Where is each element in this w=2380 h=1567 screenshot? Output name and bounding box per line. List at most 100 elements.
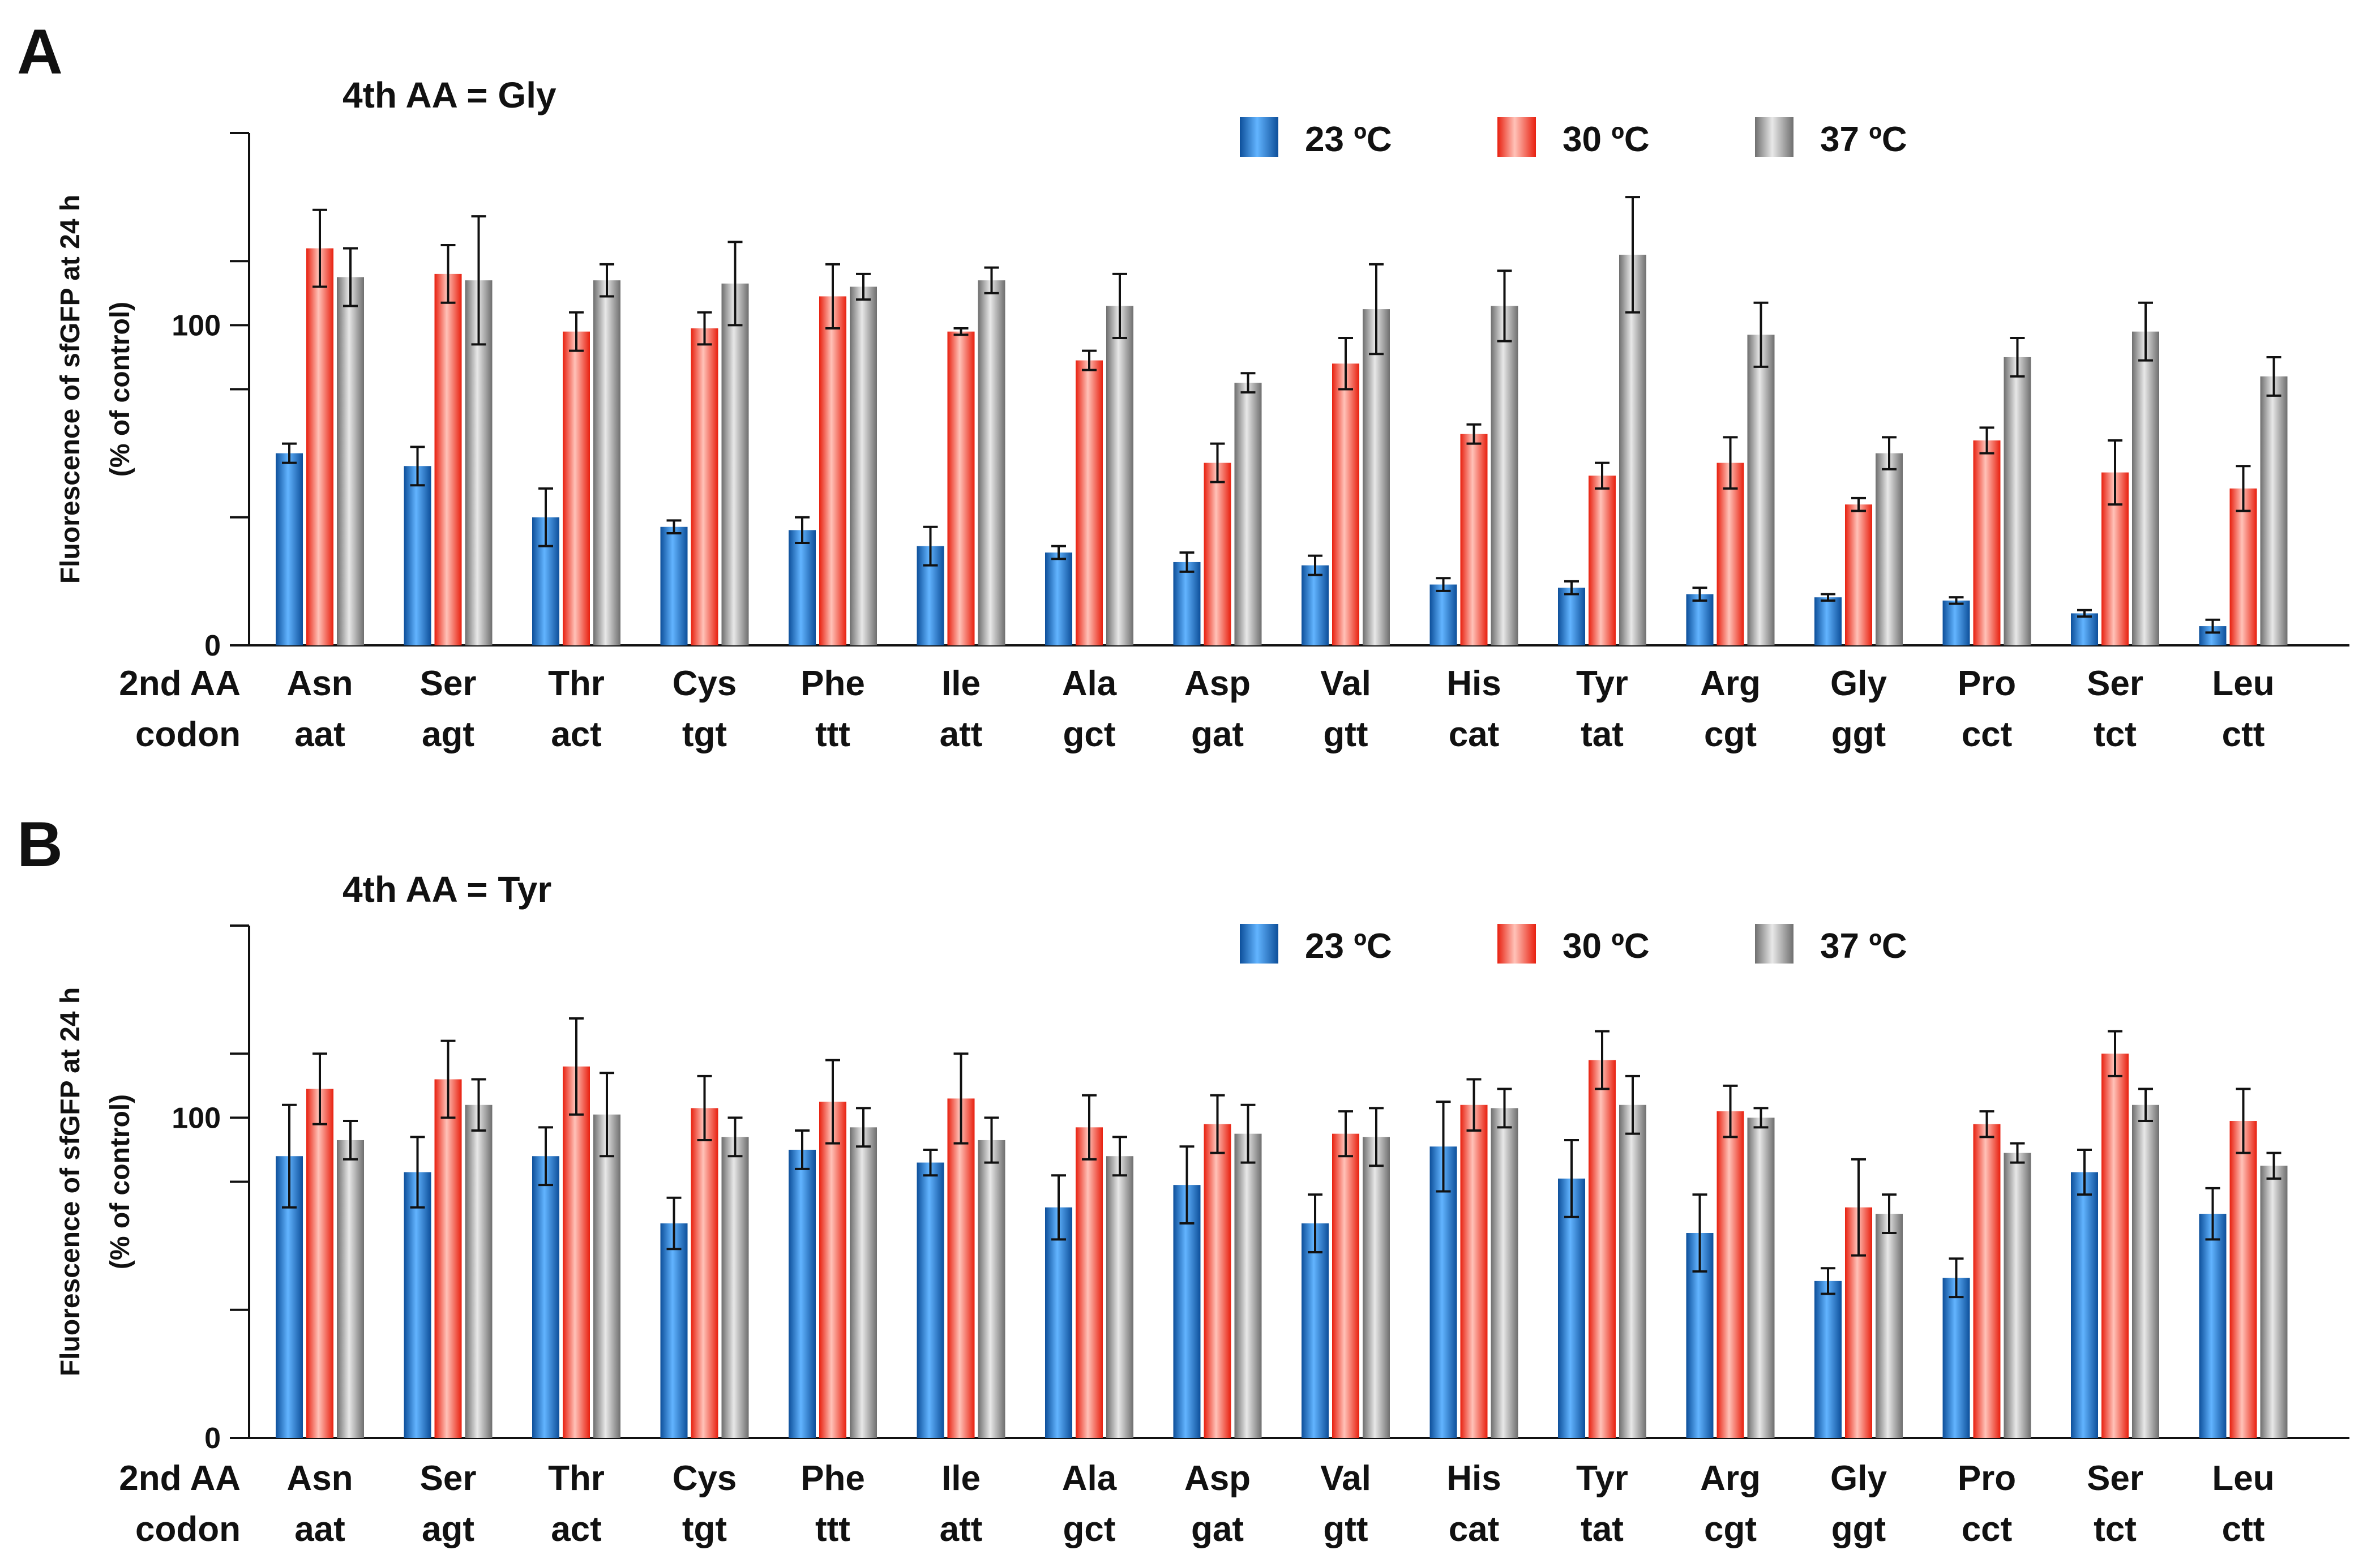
bar [1302,565,1329,645]
category-label: Leu [2212,1459,2274,1498]
bar [2004,1153,2031,1438]
category-label: Leu [2212,664,2274,703]
bar [1558,1178,1585,1438]
bar [2071,1172,2098,1438]
category-label: Ser [420,1459,477,1498]
bar [434,273,462,645]
codon-label: cat [1449,715,1500,754]
bar [917,1162,944,1438]
codon-label: cct [1962,1510,2013,1549]
codon-label: gat [1191,1510,1244,1549]
bar [2260,1166,2288,1438]
category-label: Ala [1062,664,1117,703]
y-axis-label: Fluorescence of sfGFP at 24 h [55,987,85,1376]
category-label: Tyr [1576,664,1628,703]
bar [1045,1207,1072,1438]
bar [1173,1185,1201,1438]
legend-swatch-1 [1497,117,1536,157]
bar [1332,363,1359,645]
bar [1814,1281,1842,1438]
panel-title: 4th AA = Tyr [343,869,551,910]
row-label-codon: codon [135,1510,241,1549]
bar [721,1137,749,1438]
category-label: Phe [801,1459,865,1498]
codon-label: ctt [2222,715,2265,754]
category-label: Cys [673,664,737,703]
bar [1716,463,1744,645]
bar [1204,463,1231,645]
bar [337,277,364,645]
bar [1491,1108,1518,1438]
panel-title: 4th AA = Gly [343,75,557,115]
legend-swatch-2 [1755,924,1793,964]
category-label: His [1446,1459,1501,1498]
bar [1429,584,1457,645]
category-label: Ile [941,1459,981,1498]
y-axis-label-unit: (% of control) [105,302,135,477]
category-label: Cys [673,1459,737,1498]
codon-label: gct [1063,715,1116,754]
codon-label: gtt [1323,715,1368,754]
bar [1845,504,1872,645]
bar [2229,488,2257,645]
category-label: Asn [286,664,353,703]
bar [2132,1104,2159,1438]
bar [660,1223,688,1438]
category-label: Phe [801,664,865,703]
bar [404,1172,431,1438]
bar [563,1066,590,1438]
codon-label: ttt [815,715,850,754]
bar [1716,1111,1744,1438]
bar [306,248,333,645]
bar [978,1140,1005,1438]
category-label: Ala [1062,1459,1117,1498]
bar [789,530,816,645]
bar [1045,552,1072,645]
bar [1460,434,1488,645]
bar [721,283,749,645]
category-label: Ser [2087,1459,2143,1498]
y-tick-label: 100 [172,309,221,342]
panel-A: A 4th AA = Gly 23 ºC 30 ºC 37 ºC Fluorescence… [17,16,2349,754]
bar [1460,1104,1488,1438]
bar [1558,588,1585,645]
category-label: Asp [1184,1459,1251,1498]
panel-letter: B [17,809,63,880]
bar [532,1156,559,1438]
codon-label: act [551,715,602,754]
bar [850,286,877,645]
bar [1619,254,1646,645]
codon-label: tct [2094,715,2137,754]
legend-swatch-0 [1240,924,1278,964]
codon-label: cct [1962,715,2013,754]
category-label: Pro [1958,1459,2016,1498]
bar [1747,1118,1775,1438]
bar [1302,1223,1329,1438]
bar [1973,1124,2001,1438]
legend-swatch-2 [1755,117,1793,157]
codon-label: cgt [1704,715,1757,754]
bar [1814,597,1842,645]
bar [1942,600,1970,645]
codon-label: att [940,1510,983,1549]
bar [465,1104,493,1438]
bar [1686,594,1714,645]
legend-label-2: 37 ºC [1820,120,1907,159]
legend-label-0: 23 ºC [1305,927,1392,966]
codon-label: cgt [1704,1510,1757,1549]
bar [434,1079,462,1438]
category-label: Gly [1830,664,1887,703]
bar [1747,335,1775,645]
codon-label: gtt [1323,1510,1368,1549]
codon-label: ttt [815,1510,850,1549]
category-label: Val [1320,664,1371,703]
bar [789,1149,816,1438]
bar [1363,309,1390,645]
bar [1076,360,1103,645]
codon-label: ctt [2222,1510,2265,1549]
bar [691,328,718,645]
codon-label: aat [294,1510,345,1549]
category-label: Ser [2087,664,2143,703]
panel-letter: A [17,16,63,87]
codon-label: cat [1449,1510,1500,1549]
